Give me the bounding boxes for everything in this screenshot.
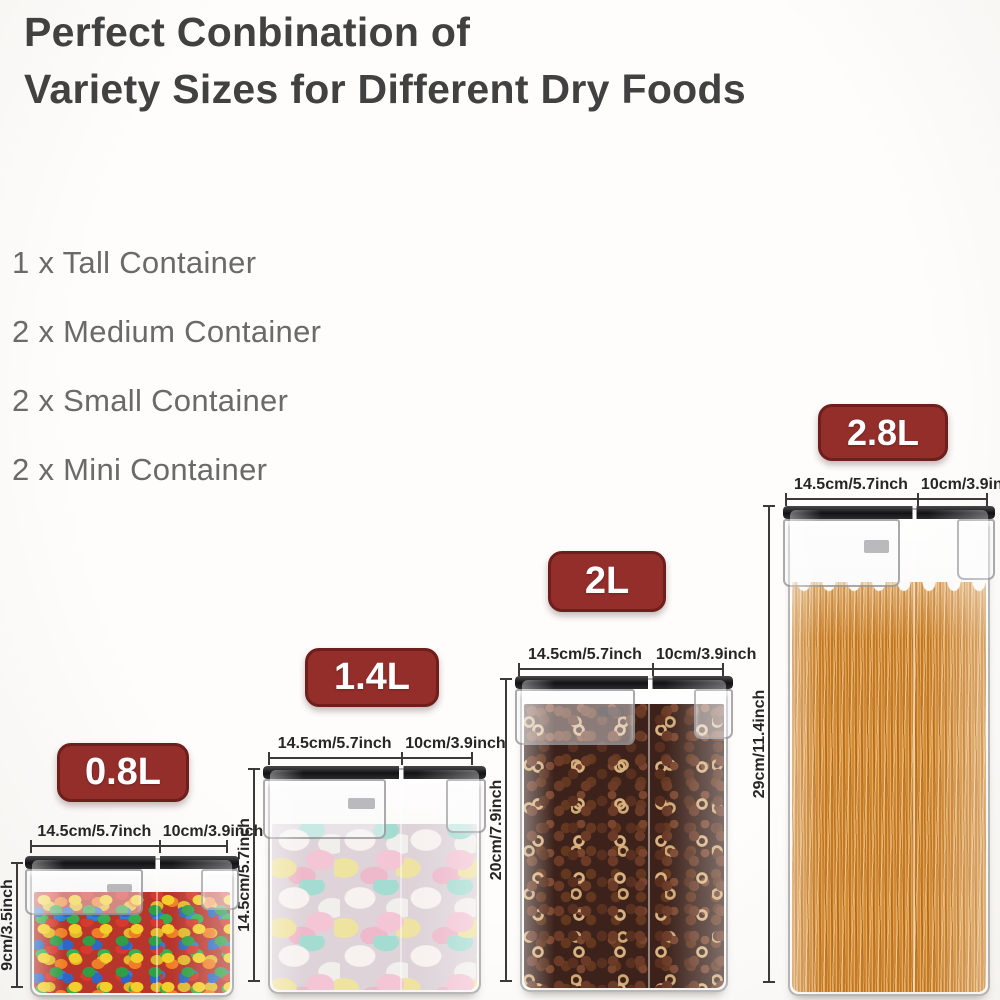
lid-latch-side <box>957 519 995 580</box>
width-dimension: 14.5cm/5.7inch 10cm/3.9inch <box>268 733 506 765</box>
tick <box>471 752 473 765</box>
tick <box>158 840 161 853</box>
page-title: Perfect Conbination of Variety Sizes for… <box>24 4 746 118</box>
dimension-line <box>268 757 473 759</box>
latch-slot <box>348 797 375 809</box>
height-dimension: 20cm/7.9inch <box>488 678 512 982</box>
capacity-label: 0.8L <box>84 751 162 793</box>
title-line-1: Perfect Conbination of <box>24 9 471 55</box>
list-item-medium: 2 x Medium Container <box>12 314 322 349</box>
lid-latch-front <box>515 689 636 745</box>
lid-top-bar <box>515 676 733 689</box>
height-label: 9cm/3.5inch <box>0 879 17 971</box>
dimension-line <box>16 862 18 988</box>
dimension-line <box>518 668 724 670</box>
list-item-mini: 2 x Mini Container <box>12 452 268 487</box>
mini-container <box>25 856 239 997</box>
width-dimension: 14.5cm/5.7inch 10cm/3.9inch <box>518 644 756 676</box>
capacity-label: 2L <box>584 560 630 602</box>
capacity-badge: 0.8L <box>57 743 189 802</box>
tick <box>518 663 520 676</box>
marshmallow-fill <box>272 824 477 990</box>
tick <box>785 493 787 506</box>
tick <box>500 980 512 982</box>
tick <box>651 663 654 676</box>
capacity-badge: 2.8L <box>818 404 948 461</box>
width-label: 14.5cm/5.7inch <box>277 735 392 752</box>
cereal-fill <box>524 704 724 988</box>
width-label: 14.5cm/5.7inch <box>37 823 152 840</box>
tall-container <box>783 506 995 996</box>
tick <box>226 840 228 853</box>
dimension-line <box>768 505 770 983</box>
title-line-2: Variety Sizes for Different Dry Foods <box>24 66 746 112</box>
lid-latch-front <box>783 519 900 587</box>
lid-latch-front <box>25 869 143 915</box>
height-dimension: 29cm/11.4inch <box>751 505 775 983</box>
width-dimension: 14.5cm/5.7inch 10cm/3.9inch <box>785 474 1000 506</box>
jar-seam <box>648 688 651 988</box>
lid-top-bar <box>25 856 239 869</box>
capacity-label: 2.8L <box>846 411 920 453</box>
depth-label: 10cm/3.9inch <box>405 735 506 752</box>
tick <box>986 493 988 506</box>
medium-container <box>515 676 733 992</box>
spaghetti-fill <box>792 581 986 992</box>
dimension-line <box>253 768 255 982</box>
lid-latch-side <box>694 689 733 739</box>
tick <box>11 862 23 864</box>
tick <box>500 678 512 680</box>
jar-seam <box>399 778 402 990</box>
height-label: 20cm/7.9inch <box>488 779 506 881</box>
lid-top-bar <box>263 766 486 779</box>
latch-slot <box>598 706 624 717</box>
list-item-tall: 1 x Tall Container <box>12 245 257 280</box>
lid-top-bar <box>783 506 995 519</box>
lid-latch-side <box>446 779 486 833</box>
jar-seam <box>912 518 915 992</box>
height-dimension: 9cm/3.5inch <box>0 862 23 988</box>
tick <box>248 980 260 982</box>
latch-slot <box>864 540 889 553</box>
tick <box>11 986 23 988</box>
height-label: 29cm/11.4inch <box>751 689 769 799</box>
tick <box>268 752 270 765</box>
capacity-badge: 1.4L <box>305 648 439 707</box>
width-label: 14.5cm/5.7inch <box>528 646 642 663</box>
tick <box>248 768 260 770</box>
depth-label: 10cm/3.9inch <box>655 646 757 663</box>
capacity-label: 1.4L <box>333 656 411 698</box>
width-dimension: 14.5cm/5.7inch 10cm/3.9inch <box>30 821 263 853</box>
dimension-line <box>30 845 228 847</box>
pack-contents-list: 1 x Tall Container 2 x Medium Container … <box>12 245 321 521</box>
dimension-line <box>505 678 507 982</box>
latch-slot <box>106 883 132 892</box>
height-dimension: 14.5cm/5.7inch <box>236 768 260 982</box>
lid-latch-front <box>263 779 387 839</box>
tick <box>763 505 775 507</box>
jar-seam <box>156 868 158 993</box>
tick <box>30 840 32 853</box>
tick <box>401 752 404 765</box>
list-item-small: 2 x Small Container <box>12 383 289 418</box>
dimension-line <box>785 498 988 500</box>
depth-label: 10cm/3.9inch <box>920 476 1000 493</box>
tick <box>722 663 724 676</box>
tick <box>763 981 775 983</box>
lid-latch-side <box>201 869 239 910</box>
candy-fill <box>34 892 230 993</box>
tick <box>916 493 919 506</box>
width-label: 14.5cm/5.7inch <box>794 476 908 493</box>
small-container <box>263 766 486 994</box>
capacity-badge: 2L <box>548 551 666 612</box>
depth-label: 10cm/3.9inch <box>162 823 264 840</box>
